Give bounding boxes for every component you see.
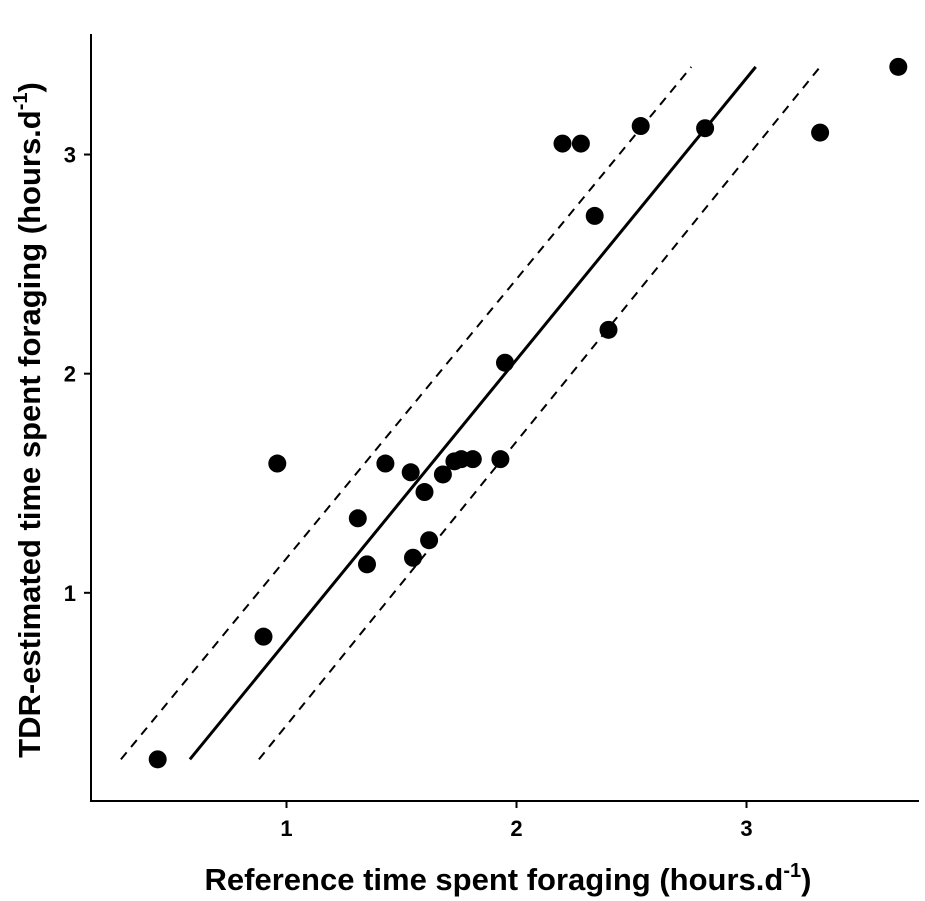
y-axis-title-end: ) <box>12 82 47 92</box>
x-axis-title: Reference time spent foraging (hours.d-1… <box>205 860 812 897</box>
data-point <box>420 531 439 550</box>
data-point <box>811 123 830 142</box>
x-tick-label: 1 <box>280 816 292 841</box>
data-point <box>415 483 434 502</box>
regression-line <box>188 65 757 761</box>
plot-area <box>120 57 908 769</box>
y-axis-title-text: TDR-estimated time spent foraging (hours… <box>12 110 47 758</box>
data-point <box>599 320 618 339</box>
data-point <box>404 548 422 567</box>
x-tick-label: 2 <box>510 816 522 841</box>
data-point <box>496 353 514 372</box>
data-point <box>585 206 604 225</box>
data-point <box>571 134 590 153</box>
data-point <box>491 450 510 469</box>
data-point <box>358 555 376 574</box>
y-tick-label: 1 <box>64 581 76 606</box>
ci-lower-line <box>258 66 821 760</box>
data-point <box>433 465 452 484</box>
data-point <box>553 134 572 153</box>
y-tick-label: 3 <box>64 143 76 168</box>
axis-ticks: 1 2 3 1 2 3 <box>64 143 753 841</box>
x-axis-title-superscript: -1 <box>783 860 801 882</box>
data-point <box>889 57 908 76</box>
data-point <box>148 750 167 769</box>
data-point <box>401 463 420 482</box>
data-point <box>696 119 715 138</box>
y-axis-title: TDR-estimated time spent foraging (hours… <box>10 82 47 758</box>
y-tick-label: 2 <box>64 362 76 387</box>
x-axis-title-text: Reference time spent foraging (hours.d <box>205 862 784 897</box>
x-tick-label: 3 <box>740 816 752 841</box>
data-point <box>348 509 367 528</box>
data-point <box>463 450 482 469</box>
y-axis-title-superscript: -1 <box>10 92 32 110</box>
data-point <box>254 627 273 646</box>
data-point <box>376 454 395 473</box>
data-point <box>268 454 287 473</box>
ci-upper-line <box>120 66 693 760</box>
data-point <box>631 117 650 136</box>
x-axis-title-end: ) <box>801 862 811 897</box>
